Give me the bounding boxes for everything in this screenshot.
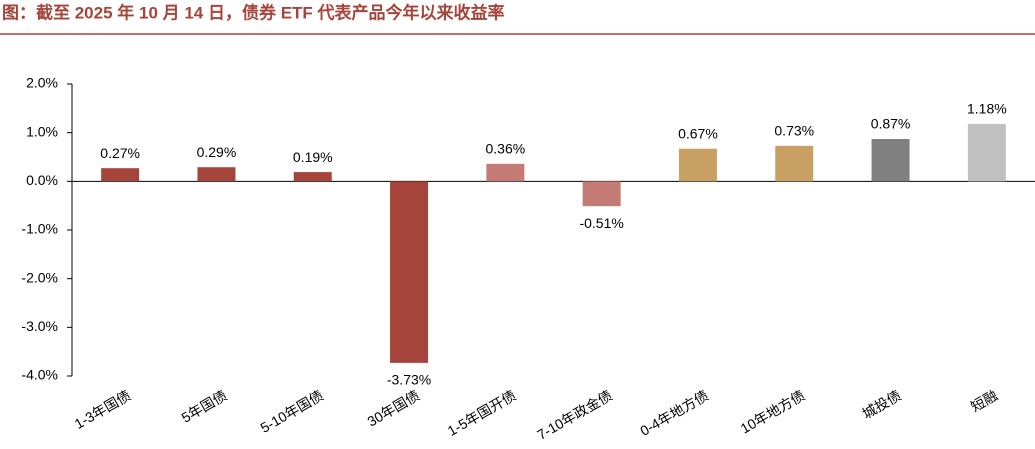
bar <box>101 168 140 182</box>
x-tick-label: 1-5年国开债 <box>445 387 519 439</box>
x-tick-label: 短融 <box>968 387 1000 415</box>
bar <box>390 181 429 363</box>
chart-title: 图：截至 2025 年 10 月 14 日，债券 ETF 代表产品今年以来收益率 <box>2 2 505 22</box>
bar <box>197 167 236 182</box>
x-tick-label: 30年国债 <box>365 387 423 430</box>
bar <box>486 163 525 182</box>
y-tick-label: -2.0% <box>21 269 58 285</box>
y-tick-label: -3.0% <box>21 318 58 334</box>
value-label: 0.67% <box>678 125 718 141</box>
value-label: 0.29% <box>197 144 237 160</box>
y-tick-label: 0.0% <box>26 172 58 188</box>
y-tick-label: -1.0% <box>21 221 58 237</box>
y-tick-label: 2.0% <box>26 75 58 91</box>
x-tick-label: 5年国债 <box>179 387 230 426</box>
value-label: -3.73% <box>387 372 431 388</box>
x-tick-label: 城投债 <box>860 387 904 422</box>
bar <box>775 145 814 182</box>
bar <box>967 123 1006 182</box>
value-label: 0.73% <box>774 123 814 139</box>
x-tick-label: 1-3年国债 <box>72 387 134 432</box>
y-tick-label: 1.0% <box>26 123 58 139</box>
value-label: 0.87% <box>871 116 911 132</box>
bar <box>871 138 910 182</box>
x-tick-label: 0-4年地方债 <box>637 387 711 439</box>
bar <box>582 181 621 207</box>
value-label: 0.19% <box>293 149 333 165</box>
x-tick-label: 10年地方债 <box>738 387 808 437</box>
value-label: 0.36% <box>485 141 525 157</box>
bar <box>678 148 717 182</box>
value-label: 0.27% <box>100 145 140 161</box>
value-label: 1.18% <box>967 101 1007 117</box>
value-label: -0.51% <box>579 215 623 231</box>
x-tick-label: 5-10年国债 <box>257 387 326 436</box>
bar <box>293 172 332 182</box>
x-tick-label: 7-10年政金债 <box>534 387 615 443</box>
y-tick-label: -4.0% <box>21 367 58 383</box>
